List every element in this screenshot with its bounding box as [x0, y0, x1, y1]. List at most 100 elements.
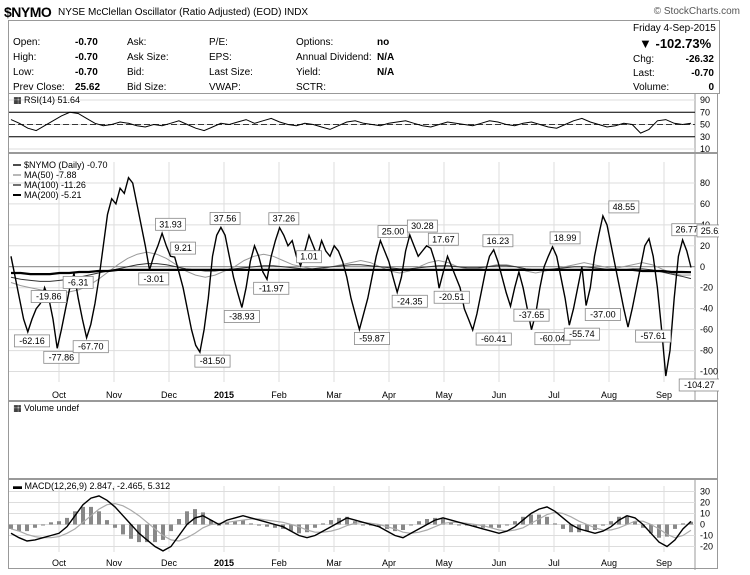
macd-histogram-bar [169, 524, 173, 532]
rsi-panel: 90 70 50 30 10 ▦ RSI(14) 51.64 [8, 93, 718, 179]
macd-histogram-bar [161, 524, 165, 540]
macd-histogram-bar [529, 514, 533, 525]
annotation-label-6: 31.93 [159, 219, 182, 229]
macd-x-tick-8: Jun [492, 558, 507, 568]
price-y-tick-9: -100 [700, 367, 718, 377]
last-value: -0.70 [691, 68, 714, 79]
annotation-box [62, 275, 94, 289]
macd-histogram-bar [289, 524, 293, 532]
macd-histogram-bar [417, 521, 421, 525]
symbol-description-text: NYSE McClellan Oscillator (Ratio Adjuste… [58, 7, 282, 18]
annotation-label-15: 25.00 [382, 227, 405, 237]
ask-size-label: Ask Size: [127, 52, 169, 63]
annotation-box [223, 310, 260, 323]
volume-title-text: Volume undef [24, 403, 80, 413]
macd-x-tick-6: Apr [382, 558, 396, 568]
macd-histogram-bar [257, 524, 261, 526]
ma-line-1 [10, 263, 692, 282]
macd-histogram-bar [689, 521, 693, 525]
price-x-tick-2: Dec [161, 390, 178, 400]
macd-title: ▬ MACD(12,26,9) 2.847, -2.465, 5.312 [13, 481, 170, 491]
annotation-label-31: 25.62 [701, 226, 719, 236]
annotation-label-24: -60.04 [540, 334, 566, 344]
annotation-box [584, 308, 621, 321]
macd-histogram-bar [473, 524, 477, 527]
macd-histogram-bar [553, 523, 557, 525]
chg-label: Chg: [633, 54, 655, 65]
price-x-tick-10: Aug [601, 390, 617, 400]
annotation-label-23: 18.99 [554, 233, 577, 243]
annotation-label-10: -38.93 [229, 312, 255, 322]
macd-histogram-bar [233, 521, 237, 525]
price-y-tick-7: -60 [700, 325, 713, 335]
price-chart: 806040200-20-40-60-80-100OctNovDec2015Fe… [9, 154, 728, 412]
macd-histogram-bar [129, 524, 133, 539]
macd-histogram-bar [665, 524, 669, 537]
price-x-tick-9: Jul [548, 390, 560, 400]
price-x-tick-8: Jun [492, 390, 507, 400]
annotation-box [155, 217, 186, 231]
last-size-label: Last Size: [209, 67, 253, 78]
annotation-label-12: -11.97 [259, 283, 284, 293]
price-x-tick-1: Nov [106, 390, 123, 400]
macd-histogram-bar [457, 524, 461, 526]
macd-x-tick-11: Sep [656, 558, 672, 568]
options-label: Options: [296, 37, 334, 48]
macd-histogram-bar [401, 524, 405, 530]
annotation-label-18: 17.67 [432, 234, 455, 244]
macd-histogram-bar [209, 520, 213, 525]
macd-histogram-bar [121, 524, 125, 535]
price-y-tick-6: -40 [700, 304, 713, 314]
pe-label: P/E: [209, 37, 228, 48]
macd-histogram-bar [545, 516, 549, 525]
annotation-box [43, 350, 80, 364]
annotation-label-17: 30.28 [411, 221, 434, 231]
annotation-label-19: -20.51 [439, 292, 465, 302]
prev-close-label: Prev Close: [13, 82, 65, 93]
macd-histogram-bar [73, 511, 77, 525]
annotation-box [513, 308, 550, 322]
macd-title-text: MACD(12,26,9) 2.847, -2.465, 5.312 [24, 481, 171, 491]
prev-close-value: 25.62 [75, 82, 101, 93]
last-label: Last: [633, 68, 655, 79]
change-pct: ▼ -102.73% [639, 36, 711, 51]
macd-histogram-bar [201, 512, 205, 525]
macd-histogram-bar [673, 524, 677, 529]
annotation-label-27: 48.55 [613, 202, 636, 212]
macd-histogram-bar [657, 524, 661, 538]
macd-histogram-bar [449, 522, 453, 525]
annotation-box [391, 294, 428, 308]
legend-entry-2: MA(100) -11.26 [24, 180, 86, 190]
macd-histogram-bar [497, 524, 501, 528]
macd-histogram-bar [305, 524, 309, 533]
macd-histogram-bar [633, 521, 637, 525]
annotation-box [475, 332, 512, 346]
exchange-label: INDX [284, 7, 309, 18]
macd-histogram-bar [329, 520, 333, 525]
legend-entry-0: $NYMO (Daily) -0.70 [24, 160, 108, 170]
annotation-label-8: -81.50 [200, 356, 226, 366]
annotation-box [608, 200, 640, 214]
price-y-tick-4: 0 [700, 262, 705, 272]
price-x-tick-0: Oct [52, 390, 67, 400]
macd-histogram-bar [601, 524, 605, 526]
macd-y-tick-0: 30 [700, 487, 710, 497]
quote-box: Open: -0.70 High: -0.70 Low: -0.70 Prev … [8, 20, 720, 94]
macd-x-tick-2: Dec [161, 558, 178, 568]
macd-histogram-bar [441, 519, 445, 525]
ma-line-2 [11, 268, 692, 276]
rsi-y-tick-4: 10 [700, 144, 710, 154]
macd-histogram-bar [681, 523, 685, 525]
rsi-y-tick-1: 70 [700, 107, 710, 117]
volume-title: ▦ Volume undef [13, 403, 79, 414]
annotation-box [30, 290, 67, 303]
legend-entry-1: MA(50) -7.88 [24, 170, 77, 180]
macd-histogram-bar [185, 511, 189, 525]
macd-histogram-bar [249, 523, 253, 525]
macd-histogram-bar [193, 509, 197, 525]
macd-x-tick-7: May [435, 558, 453, 568]
annotation-box [482, 234, 514, 248]
annotation-label-14: -59.87 [359, 333, 385, 343]
macd-histogram-bar [321, 523, 325, 525]
